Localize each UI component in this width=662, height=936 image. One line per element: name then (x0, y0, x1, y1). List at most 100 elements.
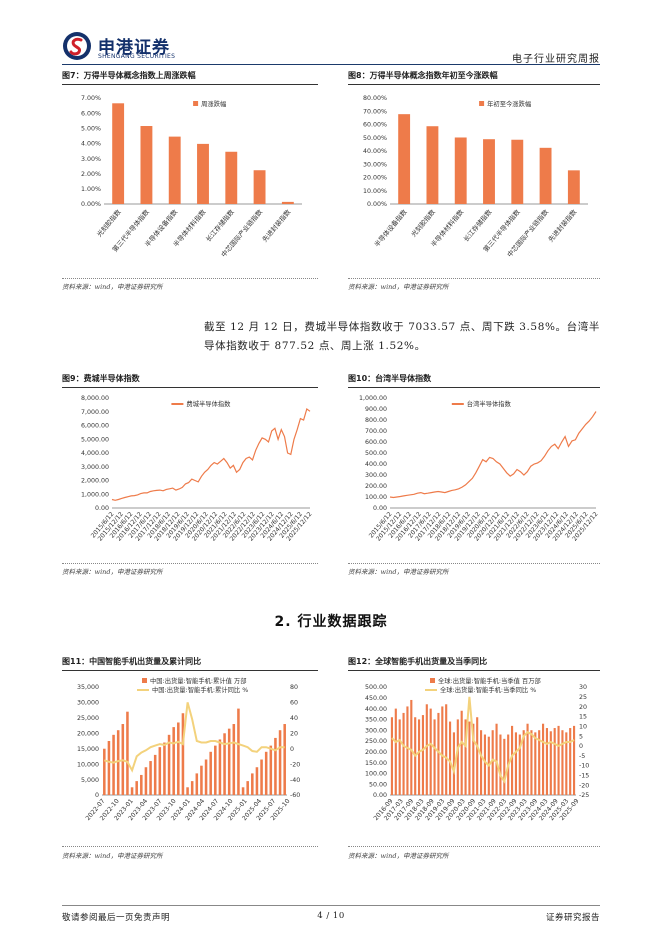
fig11-bar (237, 708, 240, 795)
fig11-left-ytick-label: 35,000 (77, 684, 99, 691)
fig12-source: 资料来源：wind，申港证券研究所 (348, 852, 449, 860)
fig12-bar (491, 730, 494, 795)
fig11-left-ytick-label: 5,000 (81, 777, 99, 784)
fig12-left-ytick-label: 250.00 (365, 738, 387, 745)
fig12-legend-bars-label: 全球:出货量:智能手机:当季值 百万部 (438, 676, 541, 685)
fig12-bar (503, 738, 506, 795)
fig12-bar (456, 719, 459, 795)
fig12-left-ytick-label: 450.00 (365, 695, 387, 702)
fig9-chart: 0.00 1,000.00 2,000.00 3,000.00 4,000.00 5,00… (81, 395, 314, 542)
fig11-left-ytick-label: 30,000 (77, 700, 99, 707)
fig11-bar (130, 787, 134, 795)
fig12-bar (410, 699, 413, 795)
fig12-bar (534, 732, 537, 795)
fig7-category-label: 先进封装指数 (260, 207, 293, 243)
fig12-bar (514, 732, 518, 795)
fig11-yoy-line (103, 702, 285, 773)
fig11-bar (269, 745, 273, 795)
fig7-ytick-label: 6.00% (81, 110, 101, 117)
fig8-legend-swatch (479, 101, 485, 106)
fig7-legend-label: 周涨跌幅 (201, 99, 226, 108)
fig12-bar (561, 730, 564, 795)
fig11-bar (116, 730, 120, 795)
fig12-right-ytick-label: 10 (579, 723, 587, 730)
header-rule (62, 64, 600, 65)
fig11-left-ytick-label: 10,000 (77, 761, 99, 768)
fig9-source: 资料来源：wind，申港证券研究所 (62, 568, 163, 576)
fig11-left-ytick-label: 15,000 (77, 746, 99, 753)
fig12-bar (406, 706, 409, 795)
fig11-bar (204, 759, 208, 795)
fig7-chart: 0.00% 1.00% 2.00% 3.00% 4.00% 5.00% 6.00% 7.00%… (81, 95, 302, 259)
fig8-bar (398, 114, 411, 204)
fig8-category-label: 长江存储指数 (461, 207, 494, 243)
fig11-right-ytick-label: 40 (290, 715, 298, 722)
fig8-ytick-label: 40.00% (363, 148, 387, 155)
fig12-title: 图12：全球智能手机出货量及当季同比 (348, 657, 488, 666)
page-number: 4 / 10 (317, 911, 345, 921)
fig11-bar (149, 761, 152, 795)
fig12-bar (464, 719, 467, 795)
fig11-source-rule (62, 846, 318, 847)
fig8-ytick-label: 70.00% (363, 108, 387, 115)
fig11-bar (251, 773, 254, 795)
fig10-ytick-label: 500.00 (365, 450, 387, 457)
fig7-category-label: 长江存储指数 (203, 207, 236, 243)
fig11-bar (112, 734, 115, 795)
fig7-title: 图7：万得半导体概念指数上周涨跌幅 (62, 71, 196, 80)
fig8-category-label: 光刻胶指数 (409, 207, 437, 238)
fig11-right-ytick-label: 80 (290, 684, 298, 691)
fig12-bar (569, 728, 572, 795)
summary-paragraph: 截至 12 月 12 日，费城半导体指数收于 7033.57 点、周下跌 3.5… (204, 321, 600, 352)
fig9-ytick-label: 5,000.00 (81, 436, 109, 443)
fig12-bar (549, 731, 552, 795)
fig12-left-ytick-label: 300.00 (365, 727, 387, 734)
fig11-bar (107, 741, 111, 795)
fig12-right-ytick-label: 20 (579, 704, 587, 711)
fig10-title: 图10：台湾半导体指数 (348, 374, 432, 383)
fig10-ytick-label: 800.00 (365, 417, 387, 424)
page-header: 申港证券 SHENGANG SECURITIES 电子行业研究周报 (62, 30, 600, 65)
fig12-bar (553, 728, 556, 795)
fig11-bar (158, 747, 162, 795)
fig10-source: 资料来源：wind，申港证券研究所 (348, 568, 449, 576)
fig12-bar (472, 723, 475, 795)
fig11-right-ytick-label: 60 (290, 700, 298, 707)
fig12-right-ytick-label: 25 (579, 694, 587, 701)
fig7-ytick-label: 0.00% (81, 201, 101, 208)
fig12-left-ytick-label: 350.00 (365, 717, 387, 724)
fig10-source-rule (348, 563, 600, 564)
fig12-bar (445, 704, 448, 795)
shengang-logo-icon (63, 32, 91, 60)
fig12-bar (437, 712, 440, 795)
fig10-ytick-label: 0.00 (373, 505, 387, 512)
footer-rule (62, 905, 600, 906)
fig12-bar (479, 730, 483, 795)
fig12-bar (476, 717, 479, 795)
fig9-title: 图9：费城半导体指数 (62, 374, 140, 383)
fig11-bar (209, 751, 212, 795)
fig11-bar (195, 773, 199, 795)
fig7-ytick-label: 1.00% (81, 186, 101, 193)
fig11-bar (278, 730, 282, 795)
fig7-bar (197, 143, 209, 204)
fig11-bar (190, 781, 194, 795)
fig11-bar (140, 774, 143, 795)
fig7-source: 资料来源：wind，申港证券研究所 (62, 283, 163, 291)
fig12-bar (483, 734, 487, 795)
fig9-series-line (111, 408, 311, 501)
fig11-right-ytick-label: 20 (290, 730, 298, 737)
fig10-title-rule (348, 387, 600, 388)
fig8-bar (567, 170, 580, 204)
fig7-source-rule (62, 278, 318, 279)
footer-report-label: 证券研究报告 (545, 913, 600, 923)
fig11-bar (200, 765, 203, 795)
fig7-bar (281, 201, 294, 204)
fig11-left-ytick-label: 25,000 (77, 715, 99, 722)
fig10-series-line (389, 411, 597, 499)
fig10-ytick-label: 900.00 (365, 406, 387, 413)
fig10-legend-label: 台湾半导体指数 (467, 399, 512, 408)
fig10-ytick-label: 200.00 (365, 483, 387, 490)
fig12-bar (441, 706, 444, 795)
fig11-bar (126, 711, 129, 795)
